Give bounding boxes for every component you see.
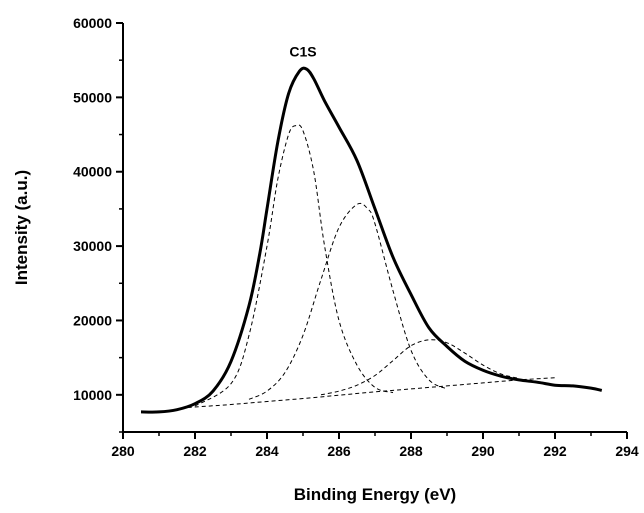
y-tick-label: 40000 [73, 164, 112, 180]
x-axis-title: Binding Energy (eV) [294, 485, 456, 504]
x-tick-label: 280 [111, 443, 135, 459]
fitted-component-2 [248, 202, 448, 400]
fitted-component-3 [320, 339, 520, 396]
fitted-component-1 [194, 124, 394, 407]
y-tick-label: 50000 [73, 89, 112, 105]
x-tick-label: 284 [255, 443, 279, 459]
y-axis-title: Intensity (a.u.) [12, 170, 31, 285]
x-axis-ticks: 280 282 284 286 288 290 292 294 [111, 432, 639, 459]
x-tick-label: 294 [615, 443, 639, 459]
y-tick-label: 20000 [73, 312, 112, 328]
y-tick-label: 30000 [73, 238, 112, 254]
y-axis-ticks: 10000 20000 30000 40000 50000 60000 [73, 15, 123, 433]
x-tick-label: 290 [471, 443, 495, 459]
background-baseline [187, 377, 556, 408]
x-tick-label: 288 [399, 443, 423, 459]
x-tick-label: 292 [543, 443, 567, 459]
plot-area [140, 66, 603, 414]
y-tick-label: 10000 [73, 387, 112, 403]
series-layer [140, 66, 603, 414]
y-tick-label: 60000 [73, 15, 112, 31]
x-tick-label: 282 [183, 443, 207, 459]
peak-annotation: C1S [289, 43, 316, 59]
measured-spectrum-line [140, 66, 603, 414]
x-tick-label: 286 [327, 443, 351, 459]
